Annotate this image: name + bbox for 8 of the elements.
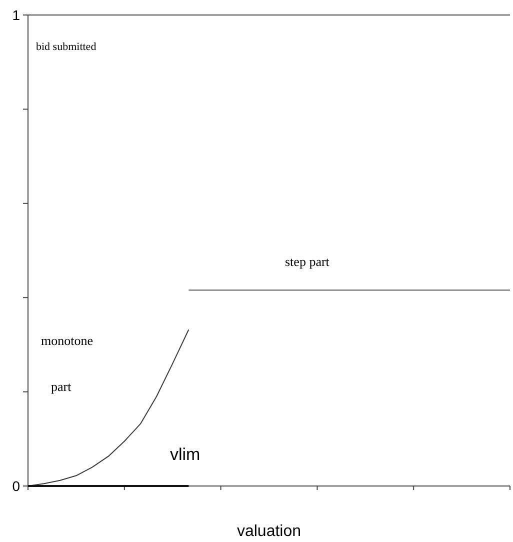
annotation: bid submitted (36, 41, 97, 53)
annotation: monotone (41, 333, 94, 348)
y-tick-label: 1 (12, 6, 20, 23)
annotation: part (51, 379, 72, 394)
annotation: vlim (170, 445, 200, 464)
y-tick-label: 0 (12, 478, 20, 494)
annotation: step part (285, 254, 330, 269)
x-axis-title: valuation (236, 523, 302, 540)
